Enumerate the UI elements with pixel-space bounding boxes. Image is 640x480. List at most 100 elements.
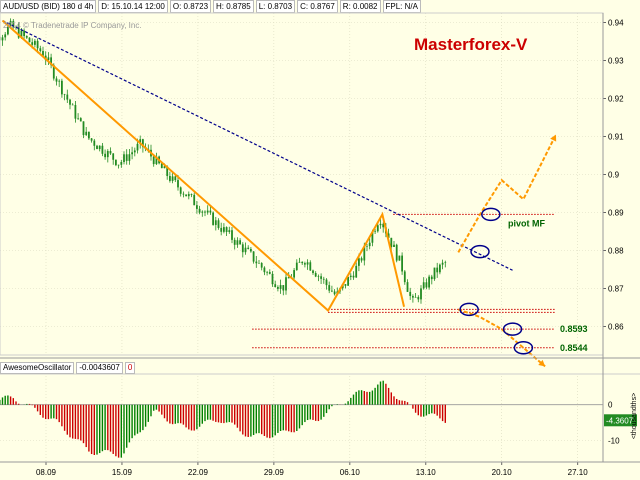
candle-body: [131, 152, 133, 155]
candle-body: [363, 246, 366, 261]
candle-body: [295, 262, 298, 271]
candle-body: [225, 227, 228, 232]
candle-body: [387, 233, 390, 238]
candle-body: [406, 282, 409, 292]
candle-body: [349, 275, 352, 277]
candle-body: [398, 255, 401, 261]
candle-body: [214, 220, 217, 225]
oscillator-histogram: [0, 380, 446, 458]
candle-body: [322, 278, 325, 280]
candle-body: [444, 262, 447, 263]
candle-body: [160, 163, 163, 169]
candle-body: [152, 156, 155, 165]
candle-body: [217, 220, 220, 228]
candle-body: [209, 210, 212, 213]
candle-body: [320, 276, 322, 279]
candle-body: [171, 176, 174, 181]
brand-label: Masterforex-V: [414, 35, 528, 54]
candle-body: [139, 139, 142, 144]
candle-body: [71, 104, 74, 106]
time-tick-label: 22.09: [188, 468, 209, 477]
time-tick-label: 29.09: [264, 468, 285, 477]
main-panel-border: [0, 12, 604, 356]
candle-body: [182, 193, 185, 195]
candle-body: [198, 208, 201, 213]
oscillator-name[interactable]: AwesomeOscillator: [0, 362, 75, 374]
candle-body: [371, 231, 374, 243]
candle-body: [414, 297, 417, 298]
candle-body: [403, 271, 406, 283]
time-tick-label: 15.09: [112, 468, 133, 477]
candle-body: [250, 248, 252, 252]
candle-body: [255, 261, 258, 264]
projection-up-arrow: [457, 134, 557, 253]
candle-body: [247, 247, 250, 249]
osc-current-box: [604, 414, 637, 427]
osc-tick-label: 0: [608, 401, 613, 410]
candle-body: [66, 94, 69, 100]
candle-body: [196, 205, 198, 209]
osc-current-label: -4.3607: [606, 416, 634, 425]
candle-body: [25, 36, 28, 38]
candle-body: [306, 262, 309, 265]
candle-body: [301, 261, 304, 264]
candle-body: [193, 194, 196, 206]
candle-body: [358, 258, 360, 266]
candle-body: [123, 154, 125, 162]
candle-body: [368, 242, 371, 247]
price-tick-label: 0.94: [608, 19, 624, 28]
candle-body: [393, 244, 395, 247]
candle-body: [422, 282, 425, 289]
candle-body: [314, 273, 317, 277]
candle-body: [382, 223, 385, 228]
target-circle: [502, 322, 523, 336]
candle-body: [90, 138, 93, 141]
candle-body: [9, 20, 12, 27]
candle-body: [20, 30, 23, 38]
time-axis[interactable]: 08.09 15.09 22.09 29.09 06.10 13.10 20.10 27.10: [36, 462, 588, 477]
osc-unit-label: <thousandths>: [631, 393, 638, 439]
candle-body: [274, 284, 277, 288]
candle-body: [366, 246, 368, 247]
price-tick-label: 0.93: [608, 57, 624, 66]
candle-body: [433, 267, 436, 280]
oscillator-axis[interactable]: 0 -10 -4.3607<thousandths>: [604, 393, 638, 446]
candle-body: [125, 154, 128, 161]
candle-body: [34, 40, 36, 45]
target-circle: [470, 244, 490, 259]
time-tick-label: 13.10: [416, 468, 437, 477]
candle-body: [360, 258, 363, 261]
candle-body: [347, 276, 349, 286]
analysis-overlays: pivot MF 0.8593 0.8544: [1, 19, 588, 368]
main-grid: [0, 13, 603, 462]
projection-down-arrow-head: [538, 359, 546, 367]
price-tick-label: 0.88: [608, 247, 624, 256]
candle-body: [82, 121, 85, 136]
candle-body: [69, 99, 71, 105]
candle-body: [409, 291, 412, 296]
candle-body: [352, 275, 355, 278]
level-label: 0.8593: [560, 324, 588, 334]
candle-body: [166, 166, 169, 177]
candle-body: [88, 131, 90, 139]
candle-body: [271, 273, 274, 285]
projection-up-arrow-head: [550, 134, 557, 142]
candle-body: [79, 118, 82, 122]
candle-body: [7, 26, 9, 35]
time-tick-label: 08.09: [36, 468, 57, 477]
candle-body: [436, 267, 439, 273]
candle-body: [277, 287, 279, 289]
level-label: 0.8544: [560, 343, 588, 353]
candle-body: [42, 51, 44, 56]
price-axis[interactable]: 0.94 0.93 0.92 0.91 0.9 0.89 0.88 0.87 0.86: [603, 19, 624, 332]
candle-body: [285, 277, 287, 291]
candle-body: [201, 211, 204, 213]
candle-body: [325, 279, 328, 286]
candle-body: [428, 276, 430, 288]
candle-body: [376, 225, 379, 232]
candle-body: [179, 187, 182, 194]
candle-body: [39, 48, 42, 52]
price-tick-label: 0.89: [608, 209, 624, 218]
